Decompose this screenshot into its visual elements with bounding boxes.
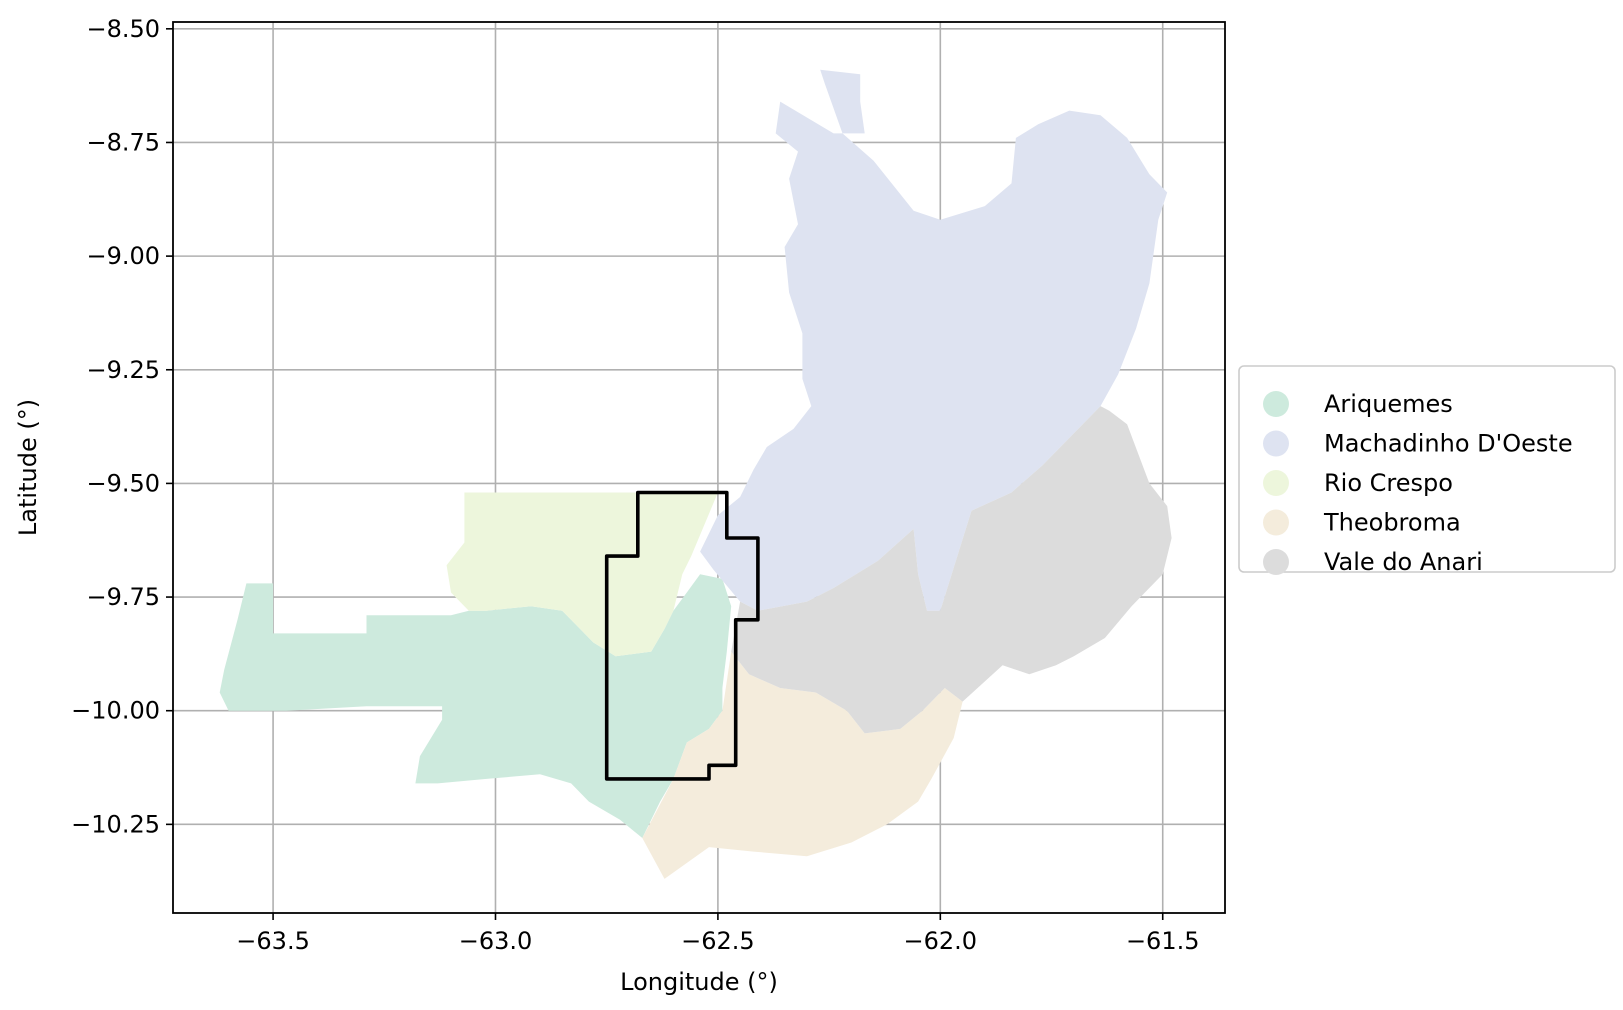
y-tick-label: −8.75 <box>86 128 160 156</box>
plot-frame <box>172 21 1226 914</box>
outline-layer <box>604 490 760 781</box>
region-theobroma <box>642 651 963 879</box>
legend-label-rio-crespo: Rio Crespo <box>1324 469 1453 497</box>
x-tick-label: −63.5 <box>236 927 310 955</box>
legend-label-vale-do-anari: Vale do Anari <box>1324 548 1483 576</box>
x-axis-label: Longitude (°) <box>620 968 778 996</box>
region-layer <box>219 69 1172 879</box>
x-tick-label: −61.5 <box>1126 927 1200 955</box>
legend-marker-rio-crespo <box>1263 470 1289 496</box>
region-rio-crespo <box>446 492 718 657</box>
legend-box <box>1238 365 1616 573</box>
y-tick-label: −9.75 <box>86 583 160 611</box>
region-ariquemes <box>219 574 732 838</box>
x-tick-label: −62.0 <box>904 927 978 955</box>
legend: Ariquemes Machadinho D'Oeste Rio Crespo The… <box>1238 365 1616 576</box>
region-machadinho-d-oeste <box>700 69 1168 611</box>
y-tick-label: −8.50 <box>86 15 160 43</box>
y-tick-label: −9.25 <box>86 356 160 384</box>
legend-marker-ariquemes <box>1263 391 1289 417</box>
y-tick-label: −10.00 <box>71 697 160 725</box>
y-tick-label: −9.00 <box>86 242 160 270</box>
x-tick-label: −63.0 <box>459 927 533 955</box>
legend-label-machadinho-d-oeste: Machadinho D'Oeste <box>1324 430 1573 458</box>
x-tick-label: −62.5 <box>681 927 755 955</box>
region-vale-do-anari <box>731 406 1172 734</box>
legend-label-ariquemes: Ariquemes <box>1324 390 1453 418</box>
legend-label-theobroma: Theobroma <box>1323 509 1461 537</box>
y-tick-label: −9.50 <box>86 469 160 497</box>
tick-layer: −63.5 −63.0 −62.5 −62.0 −61.5 −8.50 −8.75 −9.00… <box>71 15 1199 955</box>
study-area-outline <box>604 490 760 781</box>
legend-marker-vale-do-anari <box>1263 549 1289 575</box>
legend-marker-machadinho-d-oeste <box>1263 430 1289 457</box>
y-tick-label: −10.25 <box>71 810 160 838</box>
legend-marker-theobroma <box>1263 509 1289 536</box>
y-axis-label: Latitude (°) <box>14 399 42 536</box>
